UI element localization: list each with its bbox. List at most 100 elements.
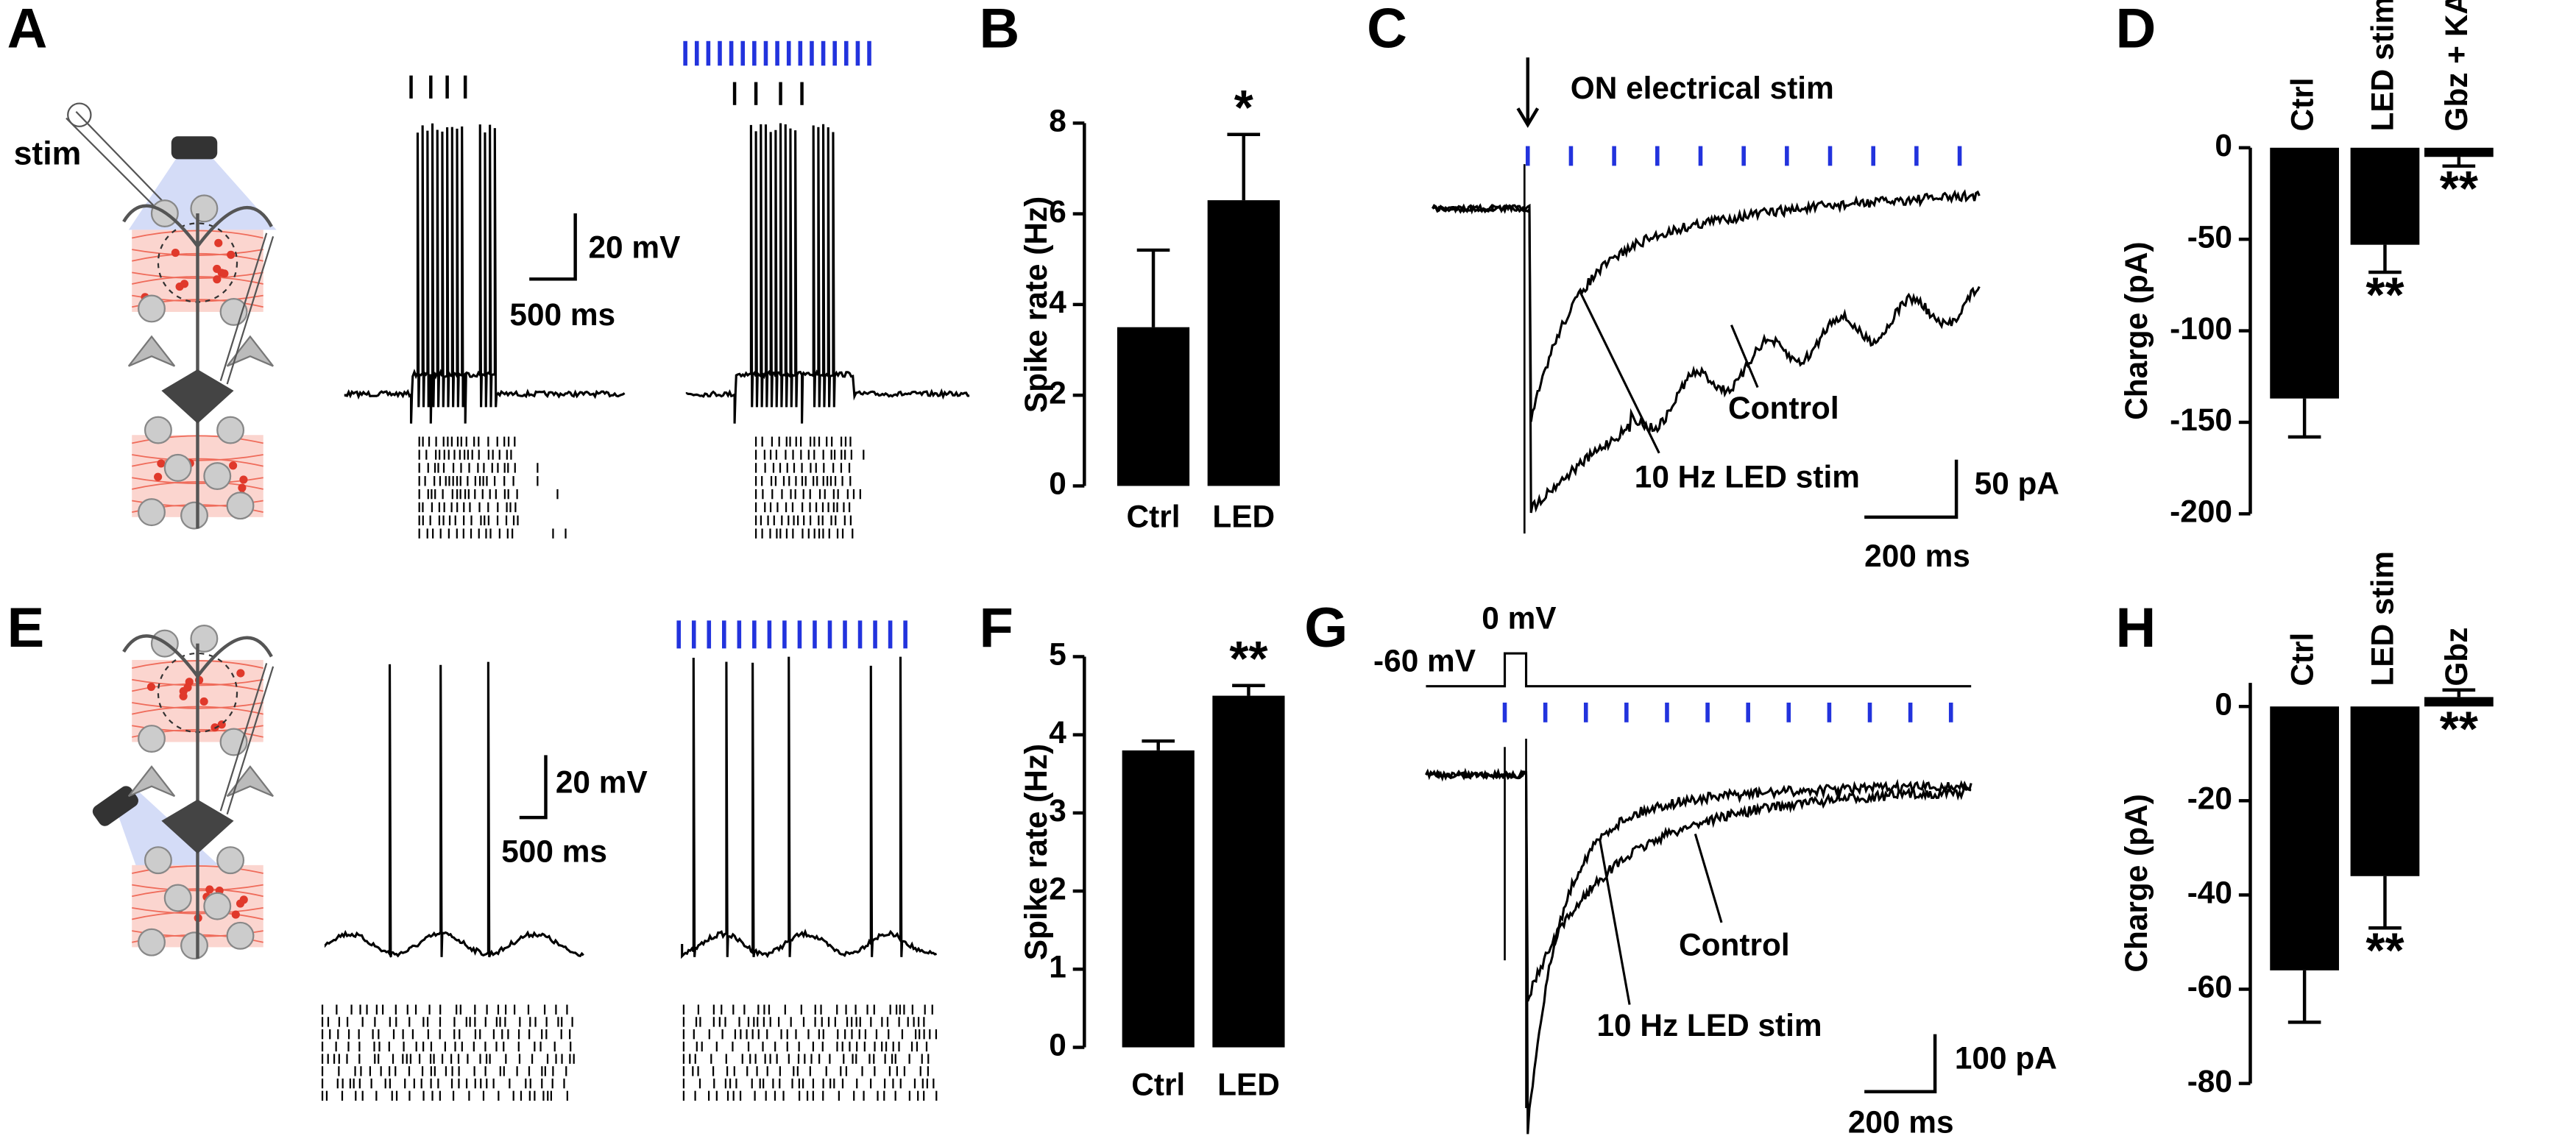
cell <box>213 275 222 284</box>
cell-body <box>161 369 234 424</box>
soma <box>163 453 192 482</box>
x-tick-label: Ctrl <box>2285 633 2319 686</box>
soma <box>144 416 172 444</box>
y-tick-label: -80 <box>2187 1064 2232 1098</box>
scale-label: 20 mV <box>589 230 681 264</box>
soma <box>203 462 232 491</box>
panel-label: G <box>1304 597 1348 659</box>
bar <box>2270 147 2339 399</box>
cell <box>236 669 245 678</box>
y-tick-label: 8 <box>1049 104 1066 138</box>
cell <box>239 895 248 904</box>
soma <box>180 501 208 530</box>
scale-bar <box>519 755 548 820</box>
cell <box>179 692 188 700</box>
significance: ** <box>2366 267 2404 322</box>
cell-body <box>161 799 234 854</box>
scale-bar <box>529 213 577 281</box>
y-tick-label: 4 <box>1049 285 1066 319</box>
scale-label: 50 pA <box>1975 466 2059 501</box>
voltage-trace <box>681 656 937 959</box>
y-tick-label: 0 <box>2215 686 2232 721</box>
cell <box>238 483 247 492</box>
amacrine <box>127 765 176 798</box>
soma <box>190 624 219 653</box>
panel-label: D <box>2116 0 2156 60</box>
soma <box>219 297 248 326</box>
y-tick-label: 5 <box>1049 637 1066 672</box>
cell <box>231 910 240 919</box>
y-tick-label: -150 <box>2170 402 2232 437</box>
scale-bar <box>1864 1034 1937 1093</box>
significance: ** <box>2366 923 2404 979</box>
soma <box>226 921 255 950</box>
cell <box>205 885 214 894</box>
cell <box>214 238 223 247</box>
error-bar <box>2368 244 2402 274</box>
current-trace <box>1431 189 1981 422</box>
error-bar <box>2368 876 2402 930</box>
panel-label: B <box>980 0 1020 60</box>
x-tick-label: Ctrl <box>1127 499 1181 533</box>
y-tick-label: -200 <box>2170 494 2232 529</box>
cell <box>213 264 222 274</box>
x-tick-label: Ctrl <box>2285 78 2319 132</box>
y-tick-label: 2 <box>1049 375 1066 410</box>
voltage-command <box>1426 652 1972 688</box>
led <box>92 786 138 826</box>
pointer-line <box>1599 834 1723 1005</box>
error-bar <box>1227 132 1261 201</box>
bar <box>2424 697 2494 707</box>
cell <box>157 459 166 468</box>
soma <box>138 725 166 753</box>
y-axis-label: Charge (pA) <box>2119 794 2154 972</box>
soma <box>216 846 245 875</box>
scale-label: 200 ms <box>1864 539 1970 573</box>
bar <box>2270 706 2339 970</box>
soma <box>163 884 192 912</box>
y-tick-label: 3 <box>1049 793 1066 828</box>
y-axis-label: Charge (pA) <box>2119 241 2154 419</box>
pipette-loop <box>67 102 92 127</box>
cell <box>171 249 180 258</box>
panel-label: E <box>7 597 45 659</box>
amacrine <box>226 765 274 798</box>
soma <box>138 498 166 527</box>
cell <box>199 697 208 706</box>
y-tick-label: -100 <box>2170 311 2232 346</box>
x-tick-label: LED stim <box>2366 551 2400 686</box>
y-tick-label: 4 <box>1049 715 1066 750</box>
y-tick-label: 0 <box>2215 128 2232 163</box>
y-tick-label: 0 <box>1049 1028 1066 1062</box>
led <box>171 136 218 160</box>
y-tick-label: 2 <box>1049 871 1066 906</box>
recording-pipette <box>219 663 275 815</box>
significance: ** <box>2440 161 2478 216</box>
significance: ** <box>2440 702 2478 757</box>
error-bar <box>2442 688 2476 697</box>
bar <box>1212 695 1285 1048</box>
y-axis-label: Spike rate (Hz) <box>1019 196 1053 413</box>
y-tick-label: -50 <box>2187 219 2232 254</box>
voltage-trace <box>685 123 970 424</box>
scale-label: 500 ms <box>501 834 607 868</box>
arrow-label: ON electrical stim <box>1571 71 1834 105</box>
bar <box>2350 706 2420 876</box>
error-bar <box>2287 398 2321 439</box>
bar <box>2350 147 2420 245</box>
cell <box>220 269 229 278</box>
y-axis-label: Spike rate (Hz) <box>1019 744 1053 960</box>
panel-label: F <box>980 597 1013 659</box>
bar <box>2424 147 2494 157</box>
current-trace <box>1425 767 1972 1002</box>
soma <box>180 931 208 960</box>
cell <box>146 682 156 692</box>
error-bar <box>1142 739 1175 750</box>
error-bar <box>2442 157 2476 168</box>
x-tick-label: Gbz <box>2439 628 2474 686</box>
voltage-trace <box>344 123 626 424</box>
error-bar <box>2287 970 2321 1024</box>
trace-label: 10 Hz LED stim <box>1635 460 1860 494</box>
amacrine <box>226 335 274 367</box>
